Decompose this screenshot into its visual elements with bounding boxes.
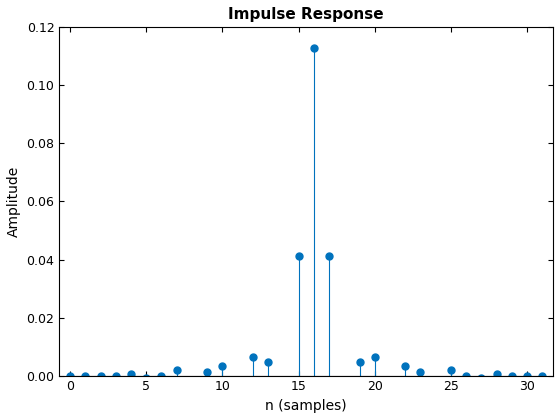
X-axis label: n (samples): n (samples) <box>265 399 347 413</box>
Y-axis label: Amplitude: Amplitude <box>7 166 21 237</box>
Title: Impulse Response: Impulse Response <box>228 7 384 22</box>
